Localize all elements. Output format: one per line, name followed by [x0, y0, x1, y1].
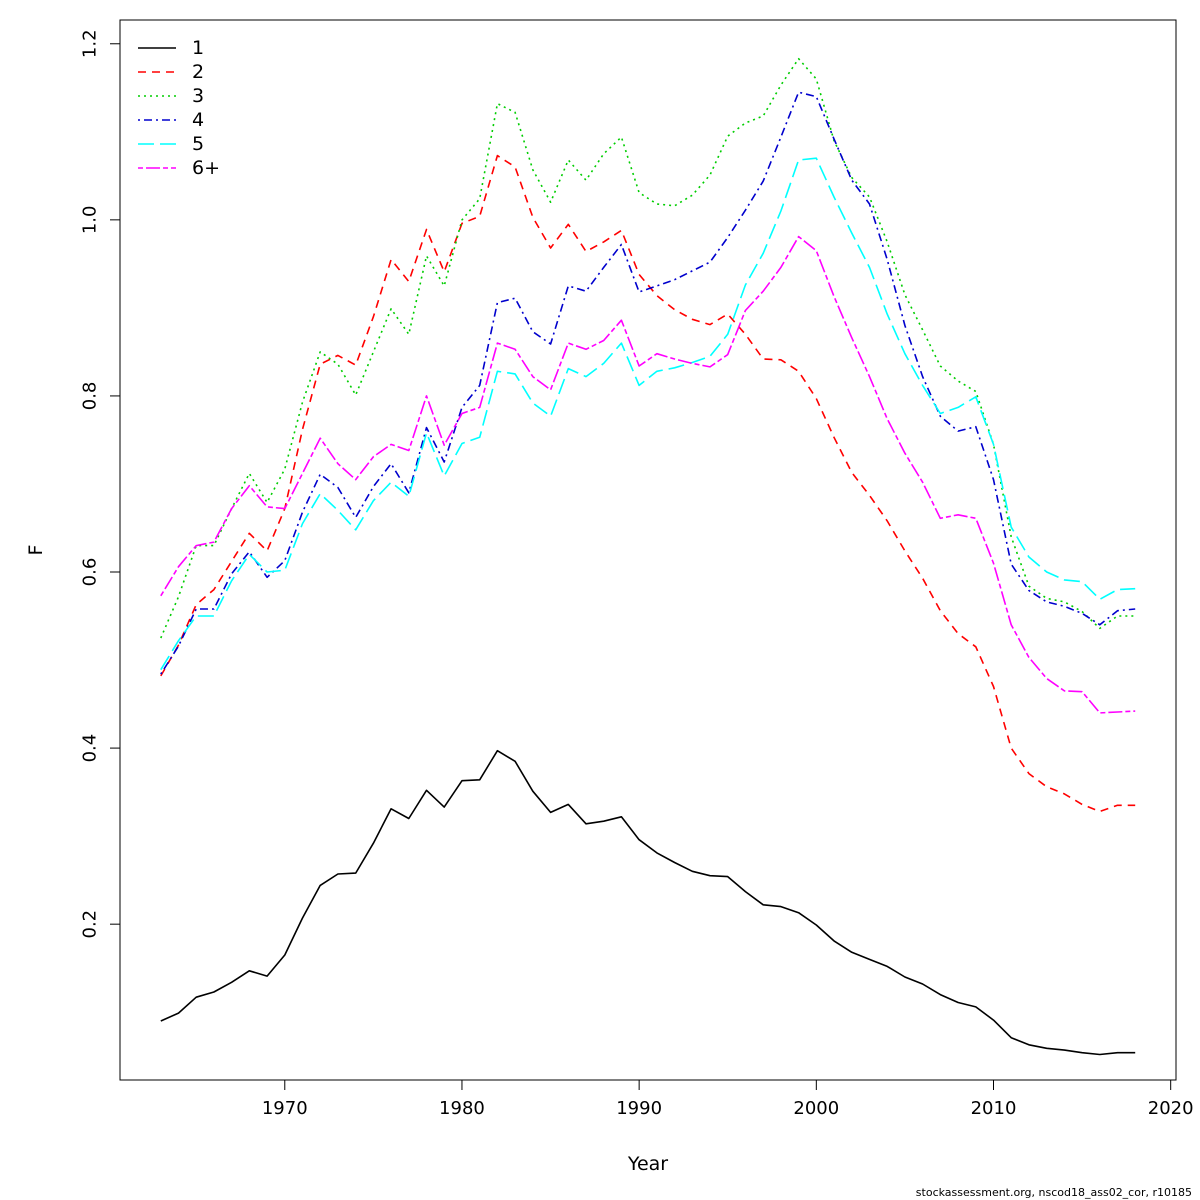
series-line-6 — [160, 235, 1136, 714]
y-tick-label: 1.2 — [80, 29, 101, 58]
y-tick-label: 0.2 — [80, 910, 101, 939]
y-axis: 0.2 0.4 0.6 0.8 1.0 1.2 — [80, 29, 121, 938]
y-tick-label: 0.6 — [80, 558, 101, 587]
series-line-1 — [160, 749, 1136, 1056]
x-axis: 1970 1980 1990 2000 2010 2020 — [262, 1079, 1194, 1119]
plot-frame — [119, 19, 1177, 1081]
y-tick-label: 1.0 — [80, 206, 101, 235]
legend-label: 3 — [192, 85, 204, 107]
legend-label: 1 — [192, 37, 204, 59]
x-tick-label: 2010 — [971, 1098, 1017, 1119]
x-tick-label: 1970 — [262, 1098, 308, 1119]
x-tick-label: 1980 — [439, 1098, 485, 1119]
series-line-4 — [160, 91, 1136, 675]
series-line-5 — [160, 157, 1136, 671]
y-tick-label: 0.8 — [80, 382, 101, 411]
series-line-3 — [160, 57, 1136, 639]
y-tick-label: 0.4 — [80, 734, 101, 763]
series-layer — [160, 57, 1136, 1056]
x-tick-label: 1990 — [616, 1098, 662, 1119]
legend-label: 6+ — [192, 157, 220, 179]
x-tick-label: 2000 — [793, 1098, 839, 1119]
x-tick-label: 2020 — [1148, 1098, 1194, 1119]
y-axis-title: F — [25, 545, 47, 556]
footnote: stockassessment.org, nscod18_ass02_cor, … — [916, 1186, 1192, 1199]
series-line-2 — [160, 154, 1136, 813]
legend-label: 5 — [192, 133, 204, 155]
x-axis-title: Year — [627, 1153, 668, 1175]
legend-label: 4 — [192, 109, 204, 131]
legend-label: 2 — [192, 61, 204, 83]
